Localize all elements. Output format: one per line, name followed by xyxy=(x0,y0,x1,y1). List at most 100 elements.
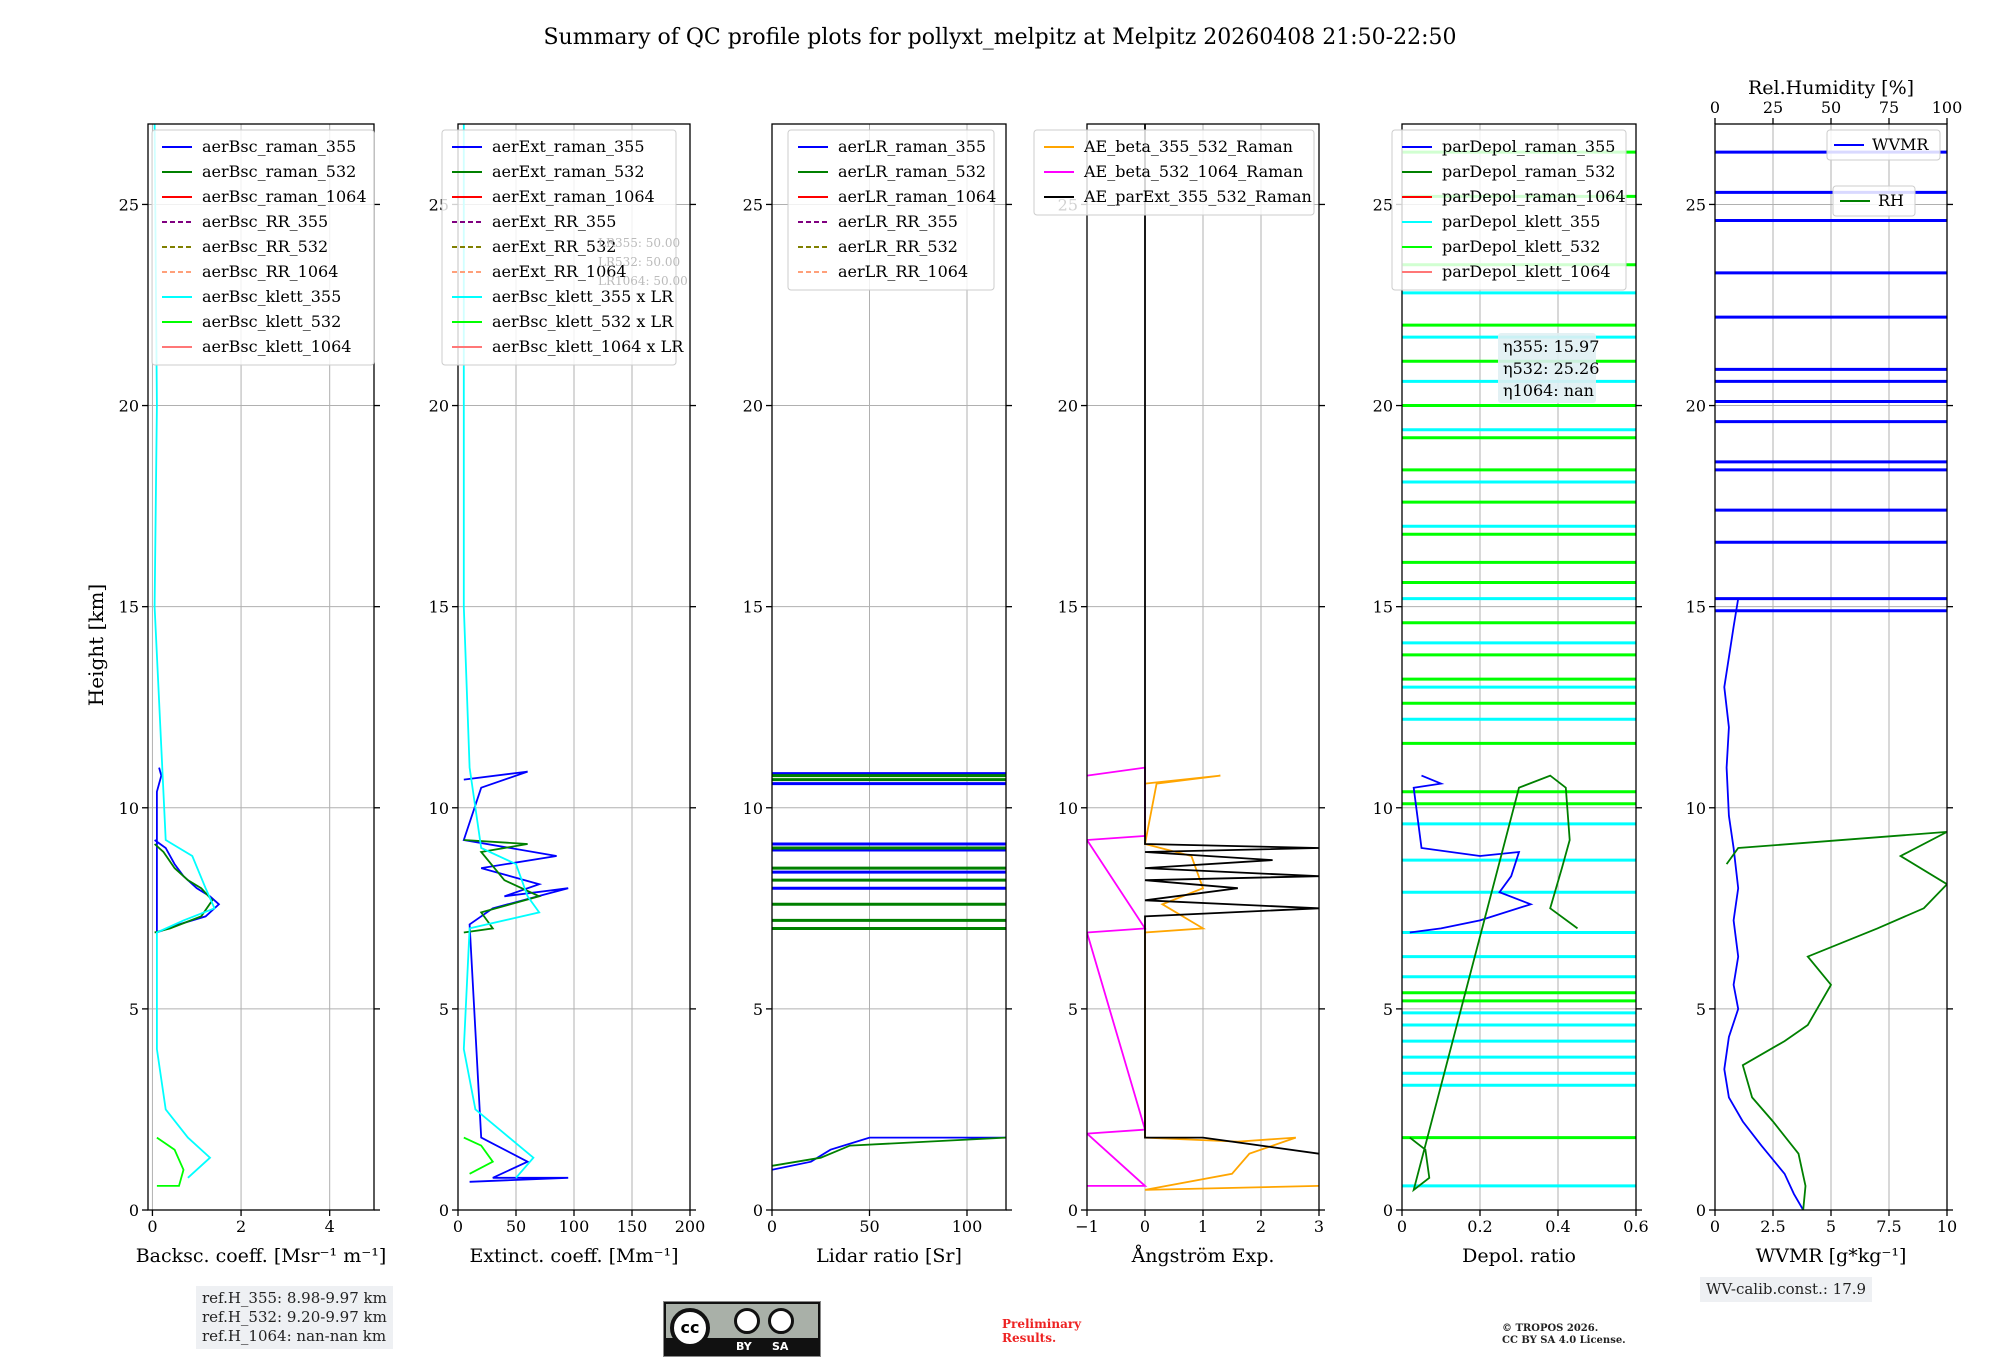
cc-sa-label: SA xyxy=(772,1340,789,1353)
legend-label: aerLR_RR_532 xyxy=(838,237,958,256)
y-tick-label: 25 xyxy=(1373,195,1393,214)
eta-box xyxy=(1498,333,1596,403)
y-tick-label: 5 xyxy=(129,1000,139,1019)
legend-label: aerBsc_RR_1064 xyxy=(202,262,338,281)
refh-box: ref.H_355: 8.98-9.97 km ref.H_532: 9.20-… xyxy=(196,1286,393,1349)
y-tick-label: 10 xyxy=(119,799,139,818)
lr-annotation: LR355: 50.00 xyxy=(598,236,680,250)
x-axis-label: Lidar ratio [Sr] xyxy=(816,1245,962,1267)
series-aerExt_raman_532 xyxy=(463,839,542,934)
x-tick-label: 4 xyxy=(325,1217,335,1236)
x-tick-label: 2 xyxy=(1256,1217,1266,1236)
y-tick-label: 15 xyxy=(119,598,139,617)
legend-label: aerBsc_klett_1064 x LR xyxy=(492,337,684,356)
series-aerLR_raman_532 xyxy=(772,1136,1006,1167)
preliminary-line-1: Preliminary xyxy=(1002,1317,1082,1331)
series-AE_beta_532_1064_Raman xyxy=(1087,766,1148,1187)
x-tick-label: 0.6 xyxy=(1623,1217,1648,1236)
legend-label: parDepol_klett_355 xyxy=(1442,212,1600,231)
series-aerBsc_raman_355 xyxy=(154,767,221,934)
legend-label: aerExt_raman_355 xyxy=(492,137,645,156)
x-tick-label: 100 xyxy=(559,1217,590,1236)
preliminary-note: Preliminary Results. xyxy=(1002,1317,1081,1345)
legend-label: aerBsc_RR_355 xyxy=(202,212,328,231)
axes-frame xyxy=(1401,123,1637,1211)
legend-label: aerBsc_klett_1064 xyxy=(202,337,351,356)
y-tick-label: 15 xyxy=(1686,598,1706,617)
y-tick-label: 25 xyxy=(743,195,763,214)
panel-lidar_ratio: 0 5 10 15 20 25 0 50 100 Lidar ratio [Sr] aerLR_ra… xyxy=(743,123,1012,1267)
y-axis-label: Height [km] xyxy=(84,584,108,706)
top-x-tick-label: 0 xyxy=(1710,98,1720,117)
y-tick-label: 10 xyxy=(1058,799,1078,818)
x-tick-label: 5 xyxy=(1826,1217,1836,1236)
series-AE_parExt_355_532_Raman xyxy=(1144,124,1319,1155)
y-tick-label: 0 xyxy=(1068,1201,1078,1220)
x-tick-label: 100 xyxy=(952,1217,983,1236)
y-tick-label: 5 xyxy=(753,1000,763,1019)
x-tick-label: 0 xyxy=(453,1217,463,1236)
x-tick-label: 3 xyxy=(1314,1217,1324,1236)
top-x-axis-label: Rel.Humidity [%] xyxy=(1748,77,1914,99)
legend-frame xyxy=(787,129,995,291)
axes-frame xyxy=(771,123,1007,1211)
legend-frame xyxy=(1826,129,1941,161)
x-tick-label: 0.2 xyxy=(1467,1217,1492,1236)
x-tick-label: 0 xyxy=(1140,1217,1150,1236)
top-x-tick-label: 25 xyxy=(1763,98,1783,117)
y-tick-label: 20 xyxy=(429,397,449,416)
panel-depol: 0 5 10 15 20 25 0 0.2 0.4 0.6 Depol. ratio parDepol… xyxy=(1373,123,1649,1267)
legend-label: aerExt_RR_355 xyxy=(492,212,616,231)
top-x-tick-label: 100 xyxy=(1932,98,1963,117)
legend-label: parDepol_klett_1064 xyxy=(1442,262,1611,281)
x-tick-label: −1 xyxy=(1075,1217,1099,1236)
cc-license-badge: cc BY SA xyxy=(663,1301,821,1357)
x-axis-label: WVMR [g*kg⁻¹] xyxy=(1756,1245,1907,1267)
y-tick-label: 5 xyxy=(1383,1000,1393,1019)
legend-label: AE_parExt_355_532_Raman xyxy=(1083,187,1312,206)
legend-frame xyxy=(1391,129,1627,291)
panel-backscatter: 0 5 10 15 20 25 0 2 4 Backsc. coeff. [Msr⁻¹ m⁻¹] a… xyxy=(119,123,387,1267)
x-tick-label: 7.5 xyxy=(1876,1217,1901,1236)
copyright-note: © TROPOS 2026. CC BY SA 4.0 License. xyxy=(1502,1323,1626,1347)
x-axis-label: Depol. ratio xyxy=(1462,1245,1576,1267)
refh-1064: ref.H_1064: nan-nan km xyxy=(202,1327,387,1345)
x-tick-label: 2.5 xyxy=(1760,1217,1785,1236)
legend-label-WVMR: WVMR xyxy=(1872,135,1929,154)
y-tick-label: 25 xyxy=(1686,195,1706,214)
x-tick-label: 2 xyxy=(236,1217,246,1236)
legend-label: AE_beta_355_532_Raman xyxy=(1083,137,1293,156)
legend-frame xyxy=(1033,129,1315,216)
x-tick-label: 0 xyxy=(1710,1217,1720,1236)
legend-label-RH: RH xyxy=(1878,191,1904,210)
y-tick-label: 15 xyxy=(429,598,449,617)
legend-label: aerExt_RR_532 xyxy=(492,237,616,256)
by-icon xyxy=(734,1308,760,1334)
y-tick-label: 10 xyxy=(743,799,763,818)
copyright-line-1: © TROPOS 2026. xyxy=(1502,1323,1599,1334)
top-x-tick-label: 50 xyxy=(1821,98,1841,117)
y-tick-label: 15 xyxy=(1058,598,1078,617)
x-tick-label: 0 xyxy=(147,1217,157,1236)
x-axis-label: Extinct. coeff. [Mm⁻¹] xyxy=(469,1245,678,1267)
series-RH xyxy=(1725,831,1947,1210)
x-axis-label: Backsc. coeff. [Msr⁻¹ m⁻¹] xyxy=(136,1245,387,1267)
wv-calib-box: WV-calib.const.: 17.9 xyxy=(1700,1277,1873,1302)
legend-frame xyxy=(151,129,375,366)
legend-extinction: aerExt_raman_355 aerExt_raman_532 aerExt_r… xyxy=(441,129,684,366)
y-tick-label: 10 xyxy=(429,799,449,818)
refh-355: ref.H_355: 8.98-9.97 km xyxy=(202,1289,387,1307)
lr-annotation: LR532: 50.00 xyxy=(598,255,680,269)
y-tick-label: 0 xyxy=(129,1201,139,1220)
legend-angstrom: AE_beta_355_532_Raman AE_beta_532_1064_Ra… xyxy=(1033,129,1315,216)
legend-label: aerBsc_RR_532 xyxy=(202,237,328,256)
y-tick-label: 0 xyxy=(753,1201,763,1220)
sa-icon xyxy=(768,1308,794,1334)
y-tick-label: 20 xyxy=(1373,397,1393,416)
series-WVMR xyxy=(1723,598,1804,1210)
y-tick-label: 0 xyxy=(1383,1201,1393,1220)
legend-label: aerBsc_raman_1064 xyxy=(202,187,367,206)
y-tick-label: 15 xyxy=(1373,598,1393,617)
eta-label: η532: 25.26 xyxy=(1503,359,1599,378)
